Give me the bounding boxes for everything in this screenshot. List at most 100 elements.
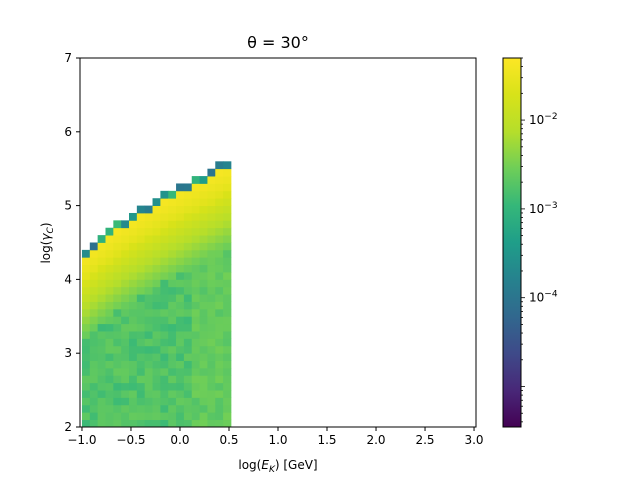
heatmap-cell — [129, 249, 138, 258]
heatmap-cell — [136, 301, 146, 310]
heatmap-cell — [81, 294, 91, 302]
heatmap-cell — [168, 235, 177, 243]
heatmap-cell — [144, 375, 153, 384]
heatmap-cell — [183, 198, 193, 206]
heatmap-cell — [199, 308, 208, 317]
heatmap-cell — [160, 294, 169, 302]
heatmap-cell — [105, 286, 114, 295]
heatmap-cell — [191, 404, 200, 413]
heatmap-cell — [136, 338, 146, 347]
heatmap-cell — [89, 249, 99, 258]
heatmap-cell — [168, 286, 177, 295]
heatmap-cell — [81, 412, 91, 421]
heatmap-cell — [199, 249, 208, 258]
heatmap-cell — [168, 264, 177, 273]
heatmap-cell — [191, 390, 200, 398]
heatmap-cell — [121, 390, 130, 398]
heatmap-cell — [199, 257, 208, 266]
heatmap-cell — [191, 272, 200, 280]
heatmap-cell — [97, 272, 106, 280]
heatmap-cell — [176, 316, 185, 325]
heatmap-cell — [183, 301, 193, 310]
heatmap-cell — [121, 323, 130, 332]
heatmap-cell — [89, 272, 99, 280]
heatmap-cell — [129, 412, 138, 421]
heatmap-cell — [191, 353, 200, 361]
heatmap-cell — [176, 249, 185, 258]
heatmap-cell — [144, 338, 153, 347]
heatmap-cell — [89, 338, 99, 347]
heatmap-cell — [183, 235, 193, 243]
heatmap-cell — [191, 367, 200, 376]
heatmap-cell — [215, 286, 224, 295]
heatmap-cell — [136, 212, 146, 221]
heatmap-cell — [89, 316, 99, 325]
heatmap-cell — [176, 220, 185, 229]
heatmap-cell — [176, 190, 185, 199]
heatmap-cell — [215, 183, 224, 192]
heatmap-cell — [97, 382, 106, 391]
heatmap-cell — [183, 212, 193, 221]
heatmap-cell — [160, 338, 169, 347]
heatmap-cell — [191, 382, 200, 391]
heatmap-cell — [129, 301, 138, 310]
heatmap-cell — [89, 308, 99, 317]
heatmap-cell — [144, 390, 153, 398]
heatmap-cell — [89, 323, 99, 332]
heatmap-cell — [168, 272, 177, 280]
heatmap-cell — [97, 390, 106, 398]
heatmap-cell — [223, 294, 232, 302]
heatmap-cell — [89, 375, 99, 384]
heatmap-cell — [152, 272, 161, 280]
heatmap-cell — [168, 242, 177, 251]
heatmap-cell — [215, 301, 224, 310]
heatmap-cell — [97, 360, 106, 369]
heatmap-cell — [89, 286, 99, 295]
heatmap-cell — [121, 367, 130, 376]
heatmap-cell — [183, 220, 193, 229]
heatmap-cell — [105, 390, 114, 398]
heatmap-cell — [223, 235, 232, 243]
heatmap-cell — [144, 227, 153, 236]
heatmap-cell — [89, 294, 99, 302]
heatmap-cell — [144, 367, 153, 376]
heatmap-cell — [129, 360, 138, 369]
heatmap-cell — [152, 419, 161, 428]
heatmap-cell — [191, 397, 200, 406]
heatmap-cell — [144, 316, 153, 325]
heatmap-cell — [136, 390, 146, 398]
heatmap-cell — [207, 190, 216, 199]
heatmap-cell — [121, 294, 130, 302]
heatmap-cell — [97, 404, 106, 413]
heatmap-cell — [215, 235, 224, 243]
heatmap-cell — [89, 353, 99, 361]
heatmap-cell — [183, 323, 193, 332]
heatmap-cell — [199, 338, 208, 347]
heatmap-cell — [223, 161, 232, 170]
heatmap-cell — [160, 404, 169, 413]
heatmap-cell — [223, 397, 232, 406]
heatmap-cell — [113, 412, 122, 421]
heatmap-cell — [168, 301, 177, 310]
heatmap-cell — [191, 316, 200, 325]
heatmap-cell — [113, 404, 122, 413]
heatmap-cell — [129, 397, 138, 406]
heatmap-cell — [121, 272, 130, 280]
heatmap-cell — [215, 390, 224, 398]
heatmap-cell — [199, 286, 208, 295]
heatmap-cell — [152, 220, 161, 229]
heatmap-cell — [176, 183, 185, 192]
heatmap-cell — [191, 183, 200, 192]
heatmap-cell — [176, 294, 185, 302]
heatmap-cell — [160, 279, 169, 288]
heatmap-cell — [144, 404, 153, 413]
heatmap-cell — [176, 308, 185, 317]
heatmap-cell — [144, 212, 153, 221]
heatmap-cell — [183, 316, 193, 325]
heatmap-cell — [191, 227, 200, 236]
heatmap-cell — [207, 419, 216, 428]
heatmap-cell — [191, 257, 200, 266]
heatmap-cell — [129, 227, 138, 236]
heatmap-cell — [144, 360, 153, 369]
heatmap-cell — [160, 190, 169, 199]
